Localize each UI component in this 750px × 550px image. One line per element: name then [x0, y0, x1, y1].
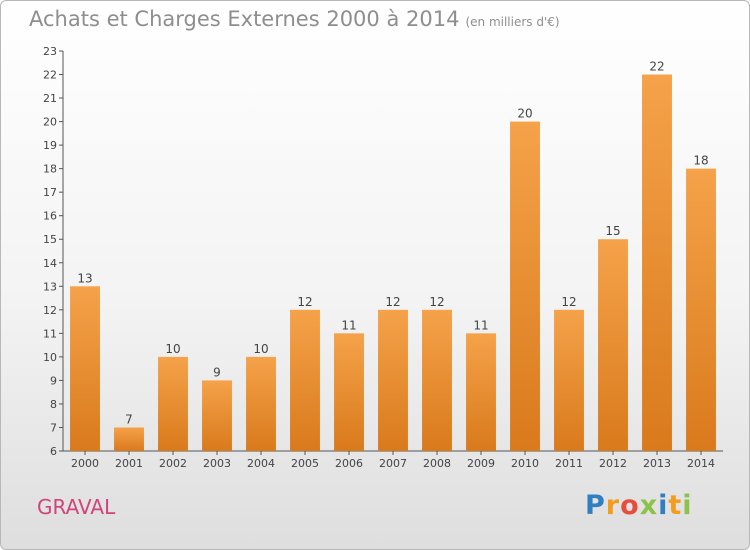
logo-letter: x [639, 490, 659, 521]
data-label: 22 [649, 60, 664, 74]
x-tick-label: 2011 [555, 457, 583, 470]
x-tick-label: 2013 [643, 457, 671, 470]
x-tick-label: 2014 [687, 457, 715, 470]
logo-letter: o [620, 490, 640, 521]
x-tick-label: 2000 [71, 457, 99, 470]
data-label: 18 [693, 154, 708, 168]
bar [466, 333, 496, 451]
data-label: 12 [561, 295, 576, 309]
x-tick-label: 2008 [423, 457, 451, 470]
x-tick-label: 2009 [467, 457, 495, 470]
y-tick-label: 14 [43, 257, 57, 270]
bar [202, 380, 232, 451]
y-tick-label: 23 [43, 45, 57, 58]
logo-letter: i [682, 490, 693, 521]
logo-letter: r [605, 490, 621, 521]
bar [686, 168, 716, 451]
x-tick-label: 2006 [335, 457, 363, 470]
y-tick-label: 16 [43, 210, 57, 223]
data-label: 7 [125, 412, 133, 426]
x-tick-label: 2003 [203, 457, 231, 470]
bar [378, 309, 408, 451]
x-tick-label: 2001 [115, 457, 143, 470]
bar [246, 356, 276, 451]
y-tick-label: 10 [43, 351, 57, 364]
data-label: 12 [385, 295, 400, 309]
y-tick-label: 21 [43, 92, 57, 105]
x-tick-label: 2005 [291, 457, 319, 470]
bar [554, 309, 584, 451]
chart-title: Achats et Charges Externes 2000 à 2014 (e… [29, 7, 560, 31]
y-tick-label: 20 [43, 116, 57, 129]
logo-letter: P [585, 490, 606, 521]
y-tick-label: 11 [43, 327, 57, 340]
x-tick-label: 2004 [247, 457, 275, 470]
y-tick-label: 12 [43, 304, 57, 317]
data-label: 12 [429, 295, 444, 309]
y-tick-label: 13 [43, 280, 57, 293]
y-tick-label: 6 [50, 445, 57, 458]
bar [290, 309, 320, 451]
y-tick-label: 17 [43, 186, 57, 199]
y-tick-label: 9 [50, 374, 57, 387]
data-label: 11 [341, 318, 356, 332]
y-tick-label: 18 [43, 163, 57, 176]
y-tick-label: 7 [50, 421, 57, 434]
bar [114, 427, 144, 451]
data-label: 15 [605, 224, 620, 238]
y-tick-label: 8 [50, 398, 57, 411]
commune-name: GRAVAL [37, 495, 116, 519]
bar [158, 356, 188, 451]
chart-unit: (en milliers d'€) [465, 15, 560, 29]
data-label: 20 [517, 107, 532, 121]
chart-title-text: Achats et Charges Externes 2000 à 2014 [29, 7, 460, 31]
x-tick-label: 2007 [379, 457, 407, 470]
logo-letter: t [668, 490, 683, 521]
proxiti-logo: Proxiti [585, 490, 693, 521]
data-label: 10 [165, 342, 180, 356]
data-label: 12 [297, 295, 312, 309]
bar [510, 121, 540, 452]
data-label: 11 [473, 318, 488, 332]
bar [642, 74, 672, 451]
y-tick-label: 19 [43, 139, 57, 152]
data-label: 10 [253, 342, 268, 356]
x-tick-label: 2002 [159, 457, 187, 470]
y-tick-label: 15 [43, 233, 57, 246]
bar [422, 309, 452, 451]
bar [334, 333, 364, 451]
x-tick-label: 2012 [599, 457, 627, 470]
bar [598, 239, 628, 451]
data-label: 13 [77, 271, 92, 285]
y-tick-label: 22 [43, 69, 57, 82]
x-tick-label: 2010 [511, 457, 539, 470]
bar [70, 286, 100, 451]
data-label: 9 [213, 365, 221, 379]
logo-letter: i [658, 490, 669, 521]
